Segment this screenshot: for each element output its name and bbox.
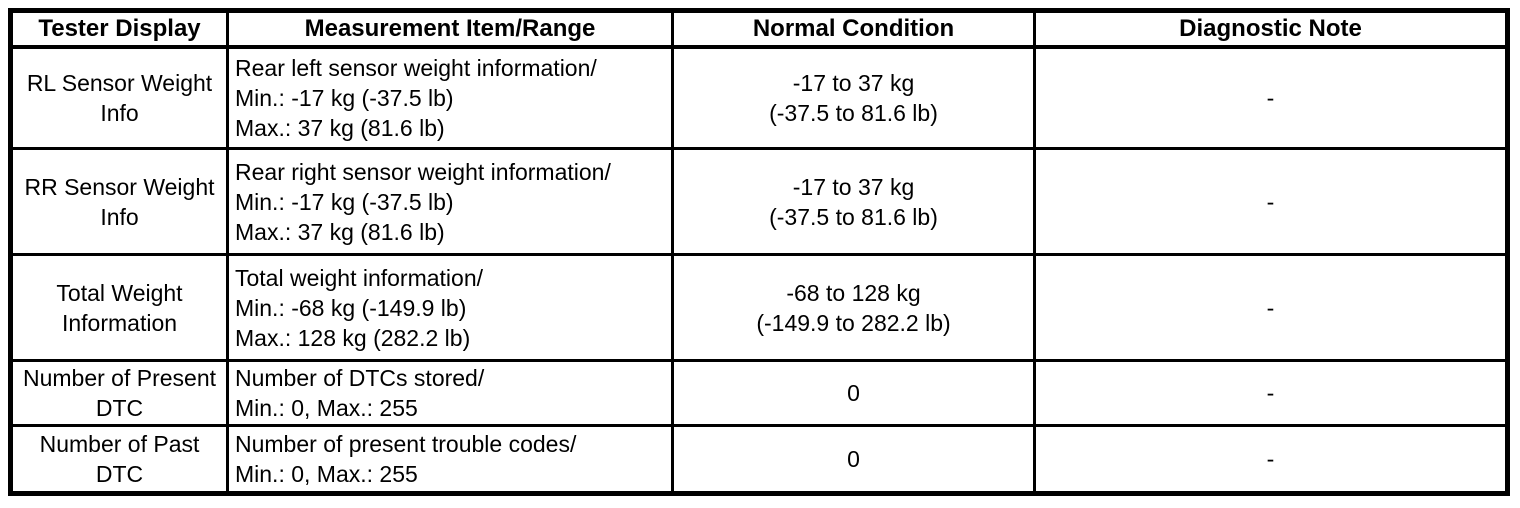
cell-measurement-item-range: Rear left sensor weight information/ Min…: [226, 45, 674, 150]
cell-measurement-item-range: Number of present trouble codes/ Min.: 0…: [226, 424, 674, 495]
cell-tester-display: RL Sensor Weight Info: [9, 45, 229, 150]
cell-diagnostic-note: -: [1033, 147, 1509, 256]
cell-tester-display: Number of Present DTC: [9, 359, 229, 427]
cell-tester-display: Total Weight Information: [9, 253, 229, 362]
cell-normal-condition: 0: [671, 424, 1036, 495]
cell-tester-display: RR Sensor Weight Info: [9, 147, 229, 256]
data-list-table-container: Tester Display Measurement Item/Range No…: [8, 8, 1510, 496]
cell-normal-condition: -17 to 37 kg (-37.5 to 81.6 lb): [671, 147, 1036, 256]
cell-normal-condition: 0: [671, 359, 1036, 427]
cell-measurement-item-range: Total weight information/ Min.: -68 kg (…: [226, 253, 674, 362]
table-row: RL Sensor Weight Info Rear left sensor w…: [9, 45, 1509, 150]
cell-diagnostic-note: -: [1033, 424, 1509, 495]
header-row: Tester Display Measurement Item/Range No…: [9, 9, 1509, 49]
cell-measurement-item-range: Rear right sensor weight information/ Mi…: [226, 147, 674, 256]
table-row: Number of Present DTC Number of DTCs sto…: [9, 359, 1509, 427]
cell-diagnostic-note: -: [1033, 45, 1509, 150]
header-cell-diagnostic-note: Diagnostic Note: [1033, 9, 1509, 49]
cell-normal-condition: -68 to 128 kg (-149.9 to 282.2 lb): [671, 253, 1036, 362]
cell-normal-condition: -17 to 37 kg (-37.5 to 81.6 lb): [671, 45, 1036, 150]
table-row: Total Weight Information Total weight in…: [9, 253, 1509, 362]
data-list-table: Tester Display Measurement Item/Range No…: [8, 8, 1510, 496]
cell-diagnostic-note: -: [1033, 253, 1509, 362]
header-cell-normal-condition: Normal Condition: [671, 9, 1036, 49]
cell-measurement-item-range: Number of DTCs stored/ Min.: 0, Max.: 25…: [226, 359, 674, 427]
cell-diagnostic-note: -: [1033, 359, 1509, 427]
table-row: RR Sensor Weight Info Rear right sensor …: [9, 147, 1509, 256]
header-cell-tester-display: Tester Display: [9, 9, 229, 49]
cell-tester-display: Number of Past DTC: [9, 424, 229, 495]
table-row: Number of Past DTC Number of present tro…: [9, 424, 1509, 495]
header-cell-measurement-item-range: Measurement Item/Range: [226, 9, 674, 49]
